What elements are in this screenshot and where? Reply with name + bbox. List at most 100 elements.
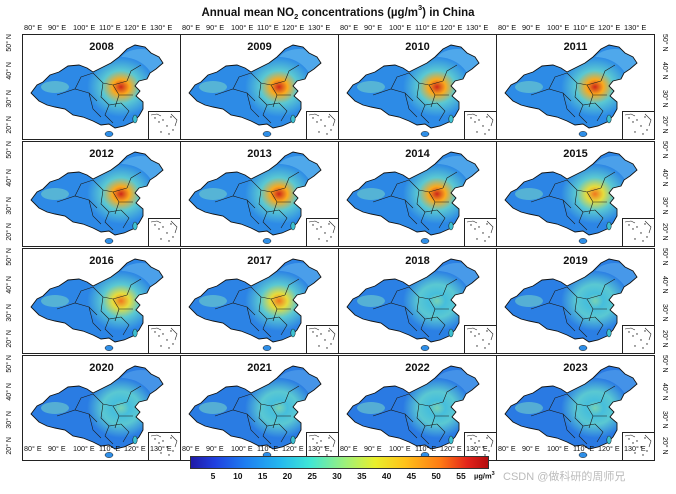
inset-islands xyxy=(150,220,178,242)
lon-tick-label-bottom: 100° E xyxy=(389,444,411,453)
south-china-sea-inset xyxy=(306,325,338,353)
china-map xyxy=(188,44,322,137)
south-china-sea-inset xyxy=(148,325,180,353)
lat-tick-label-left: 20° N xyxy=(6,437,13,455)
south-china-sea-inset xyxy=(622,325,654,353)
lat-tick-label-left: 40° N xyxy=(6,383,13,401)
watermark: CSDN @做科研的周师兄 xyxy=(503,471,626,483)
lon-tick-label-bottom: 110° E xyxy=(415,444,437,453)
lat-tick-label-right: 40° N xyxy=(661,276,668,294)
figure-title: Annual mean NO2 concentrations (µg/m3) i… xyxy=(201,3,475,22)
map-panel-2017: 2017 xyxy=(180,248,339,354)
lon-tick-label: 80° E xyxy=(340,23,359,32)
lon-tick-label: 110° E xyxy=(573,23,595,32)
colorbar-tick-label: 15 xyxy=(257,471,268,481)
map-panel-2015: 2015 xyxy=(496,141,655,247)
china-map xyxy=(30,151,164,244)
lon-tick-label: 110° E xyxy=(257,23,279,32)
south-china-sea-inset xyxy=(464,325,496,353)
lon-tick-label-bottom: 90° E xyxy=(48,444,66,453)
south-china-sea-inset xyxy=(622,432,654,460)
inset-islands xyxy=(308,220,336,242)
lat-tick-label-right: 50° N xyxy=(661,355,668,373)
colorbar-tick-label: 55 xyxy=(456,471,466,481)
china-map xyxy=(346,258,480,351)
lon-tick-label-bottom: 90° E xyxy=(364,444,382,453)
lat-tick-label-left: 20° N xyxy=(6,223,13,241)
south-china-sea-inset xyxy=(622,218,654,246)
lat-tick-label-right: 50° N xyxy=(661,141,668,159)
lon-tick-label: 120° E xyxy=(282,23,305,32)
south-china-sea-inset xyxy=(464,218,496,246)
inset-islands xyxy=(466,220,494,242)
inset-islands xyxy=(466,327,494,349)
china-map xyxy=(188,365,322,458)
lon-tick-label: 90° E xyxy=(48,23,67,32)
map-panel-2011: 2011 xyxy=(496,34,655,140)
map-panel-2009: 2009 xyxy=(180,34,339,140)
panel-year-label: 2015 xyxy=(563,148,588,160)
colorbar xyxy=(190,456,489,469)
lat-tick-label-right: 20° N xyxy=(661,116,668,134)
panel-year-label: 2021 xyxy=(247,362,272,374)
lon-tick-label-bottom: 130° E xyxy=(624,444,646,453)
panel-year-label: 2019 xyxy=(563,255,588,267)
lon-tick-label: 120° E xyxy=(598,23,621,32)
lat-tick-label-left: 40° N xyxy=(6,169,13,187)
colorbar-tick-label: 25 xyxy=(307,471,317,481)
china-map xyxy=(504,151,638,244)
china-map xyxy=(346,151,480,244)
panel-year-label: 2011 xyxy=(563,41,588,53)
lat-tick-label-right: 20° N xyxy=(661,437,668,455)
south-china-sea-inset xyxy=(306,218,338,246)
lat-tick-label-left: 50° N xyxy=(6,34,13,52)
panel-year-label: 2020 xyxy=(89,362,114,374)
lon-tick-label-bottom: 130° E xyxy=(308,444,330,453)
lat-tick-label-left: 40° N xyxy=(6,276,13,294)
china-map xyxy=(30,258,164,351)
colorbar-tick-label: 50 xyxy=(431,471,441,481)
china-map xyxy=(346,44,480,137)
south-china-sea-inset xyxy=(148,432,180,460)
lat-tick-label-left: 50° N xyxy=(6,355,13,373)
lon-tick-label-bottom: 130° E xyxy=(150,444,172,453)
map-panel-2018: 2018 xyxy=(338,248,497,354)
lat-tick-label-right: 30° N xyxy=(661,90,668,108)
lon-tick-label: 110° E xyxy=(99,23,121,32)
china-map xyxy=(188,151,322,244)
lat-tick-label-right: 40° N xyxy=(661,62,668,80)
inset-islands xyxy=(624,113,652,135)
lat-tick-label-left: 50° N xyxy=(6,248,13,266)
inset-islands xyxy=(624,327,652,349)
lat-tick-label-left: 30° N xyxy=(6,411,13,429)
lon-tick-label: 80° E xyxy=(182,23,201,32)
colorbar-tick-label: 10 xyxy=(233,471,243,481)
panel-year-label: 2022 xyxy=(405,362,430,374)
map-panel-2008: 2008 xyxy=(22,34,181,140)
lat-tick-label-left: 20° N xyxy=(6,116,13,134)
colorbar-tick-label: 35 xyxy=(357,471,367,481)
china-map xyxy=(504,258,638,351)
panel-year-label: 2008 xyxy=(89,41,114,53)
china-map xyxy=(30,44,164,137)
lon-tick-label-bottom: 80° E xyxy=(182,444,200,453)
panel-year-label: 2016 xyxy=(89,255,114,267)
lon-tick-label: 120° E xyxy=(124,23,147,32)
lat-tick-label-left: 20° N xyxy=(6,330,13,348)
china-map xyxy=(504,365,638,458)
lon-tick-label-bottom: 90° E xyxy=(522,444,540,453)
south-china-sea-inset xyxy=(622,111,654,139)
lon-tick-label-bottom: 110° E xyxy=(99,444,121,453)
lon-tick-label: 110° E xyxy=(415,23,437,32)
map-panel-2016: 2016 xyxy=(22,248,181,354)
inset-islands xyxy=(466,113,494,135)
lon-tick-label: 100° E xyxy=(231,23,254,32)
south-china-sea-inset xyxy=(306,111,338,139)
colorbar-tick-label: 40 xyxy=(381,471,392,481)
map-panel-2012: 2012 xyxy=(22,141,181,247)
lon-tick-label-bottom: 90° E xyxy=(206,444,224,453)
map-panel-2023: 2023 xyxy=(496,355,655,461)
lon-tick-label: 120° E xyxy=(440,23,463,32)
lon-tick-label-bottom: 110° E xyxy=(573,444,595,453)
china-map xyxy=(346,365,480,458)
